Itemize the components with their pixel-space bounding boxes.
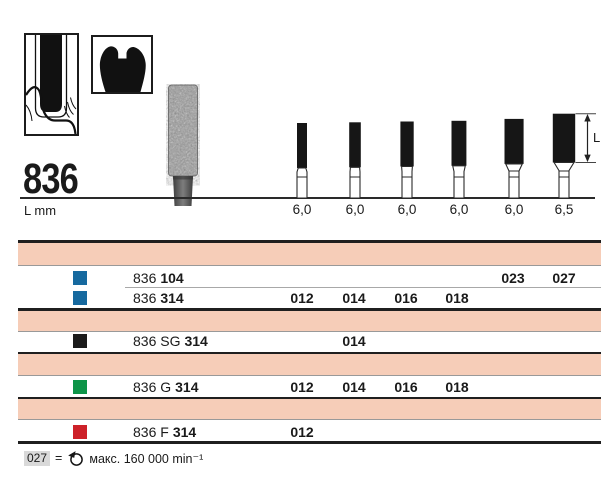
table-rule-thin (125, 287, 601, 288)
article-code: 836 F 314 (133, 423, 196, 441)
iso-size-value: 027 (552, 270, 576, 286)
article-code-prefix: 836 G (133, 379, 172, 395)
table-rule-thick (18, 308, 601, 311)
footnote-equals: = (55, 451, 63, 465)
blue-color-swatch (73, 290, 87, 305)
length-value-label: 6,0 (397, 202, 417, 217)
footnote-text: макс. 160 000 min⁻¹ (89, 451, 204, 466)
iso-size-value: 014 (342, 379, 366, 395)
article-code-shank: 104 (160, 270, 184, 286)
length-value-label: 6,5 (554, 202, 574, 217)
bur-silhouette (349, 122, 361, 199)
iso-size-value: 023 (501, 270, 525, 286)
table-rule-thin (18, 331, 601, 333)
iso-size-value: 014 (342, 289, 366, 306)
diamond-bur-photo (168, 84, 198, 206)
bur-silhouette (451, 120, 467, 199)
dimension-label: L (593, 130, 601, 145)
article-code-shank: 314 (172, 423, 197, 440)
article-code-prefix: 836 (133, 289, 157, 306)
article-code-shank: 314 (160, 289, 184, 306)
length-axis-label: L mm (24, 203, 57, 218)
article-code: 836 G 314 (133, 378, 199, 396)
article-code: 836 104 (133, 269, 184, 287)
bur-silhouette (296, 123, 308, 199)
iso-size-value: 014 (342, 332, 366, 349)
article-code-prefix: 836 F (133, 423, 169, 440)
length-value-label: 6,0 (292, 202, 312, 217)
article-code: 836 314 (133, 289, 184, 307)
bur-application-pictogram-icon (24, 33, 79, 136)
table-rule-thick (18, 396, 601, 399)
length-value-label: 6,0 (345, 202, 365, 217)
article-code-shank: 314 (184, 332, 208, 349)
salmon-band (18, 243, 601, 265)
iso-size-value: 016 (394, 289, 418, 306)
bur-silhouette (504, 118, 524, 199)
salmon-band (18, 311, 601, 331)
table-rule-thin (18, 265, 601, 267)
salmon-band (18, 354, 601, 375)
blue-color-swatch (73, 271, 87, 285)
iso-size-value: 012 (290, 289, 314, 306)
length-value-label: 6,0 (449, 202, 469, 217)
green-color-swatch (73, 380, 87, 394)
figure-number: 836 (23, 155, 79, 203)
crown-cross-section-pictogram-icon (91, 35, 153, 94)
article-code-prefix: 836 (133, 270, 157, 286)
black-color-swatch (73, 333, 87, 348)
red-color-swatch (73, 424, 87, 439)
article-code: 836 SG 314 (133, 332, 208, 350)
iso-size-value: 016 (394, 379, 418, 395)
footnote-size-code: 027 (24, 450, 51, 466)
iso-size-value: 012 (290, 379, 314, 395)
table-rule-thin (18, 419, 601, 421)
iso-size-value: 018 (445, 289, 469, 306)
iso-size-value: 012 (290, 423, 314, 440)
article-code-prefix: 836 SG (133, 332, 181, 349)
table-rule-thin (18, 375, 601, 377)
dimension-arrow (575, 113, 596, 163)
bur-silhouette (552, 113, 576, 199)
footnote: 027 = макс. 160 000 min⁻¹ (24, 449, 203, 467)
rotation-speed-icon (68, 450, 84, 466)
article-code-shank: 314 (175, 379, 199, 395)
length-value-label: 6,0 (504, 202, 524, 217)
table-rule-thick (18, 441, 601, 444)
table-rule-thick (18, 240, 601, 243)
bur-silhouette (400, 121, 414, 199)
table-rule-thick (18, 351, 601, 354)
iso-size-value: 018 (445, 379, 469, 395)
salmon-band (18, 399, 601, 419)
